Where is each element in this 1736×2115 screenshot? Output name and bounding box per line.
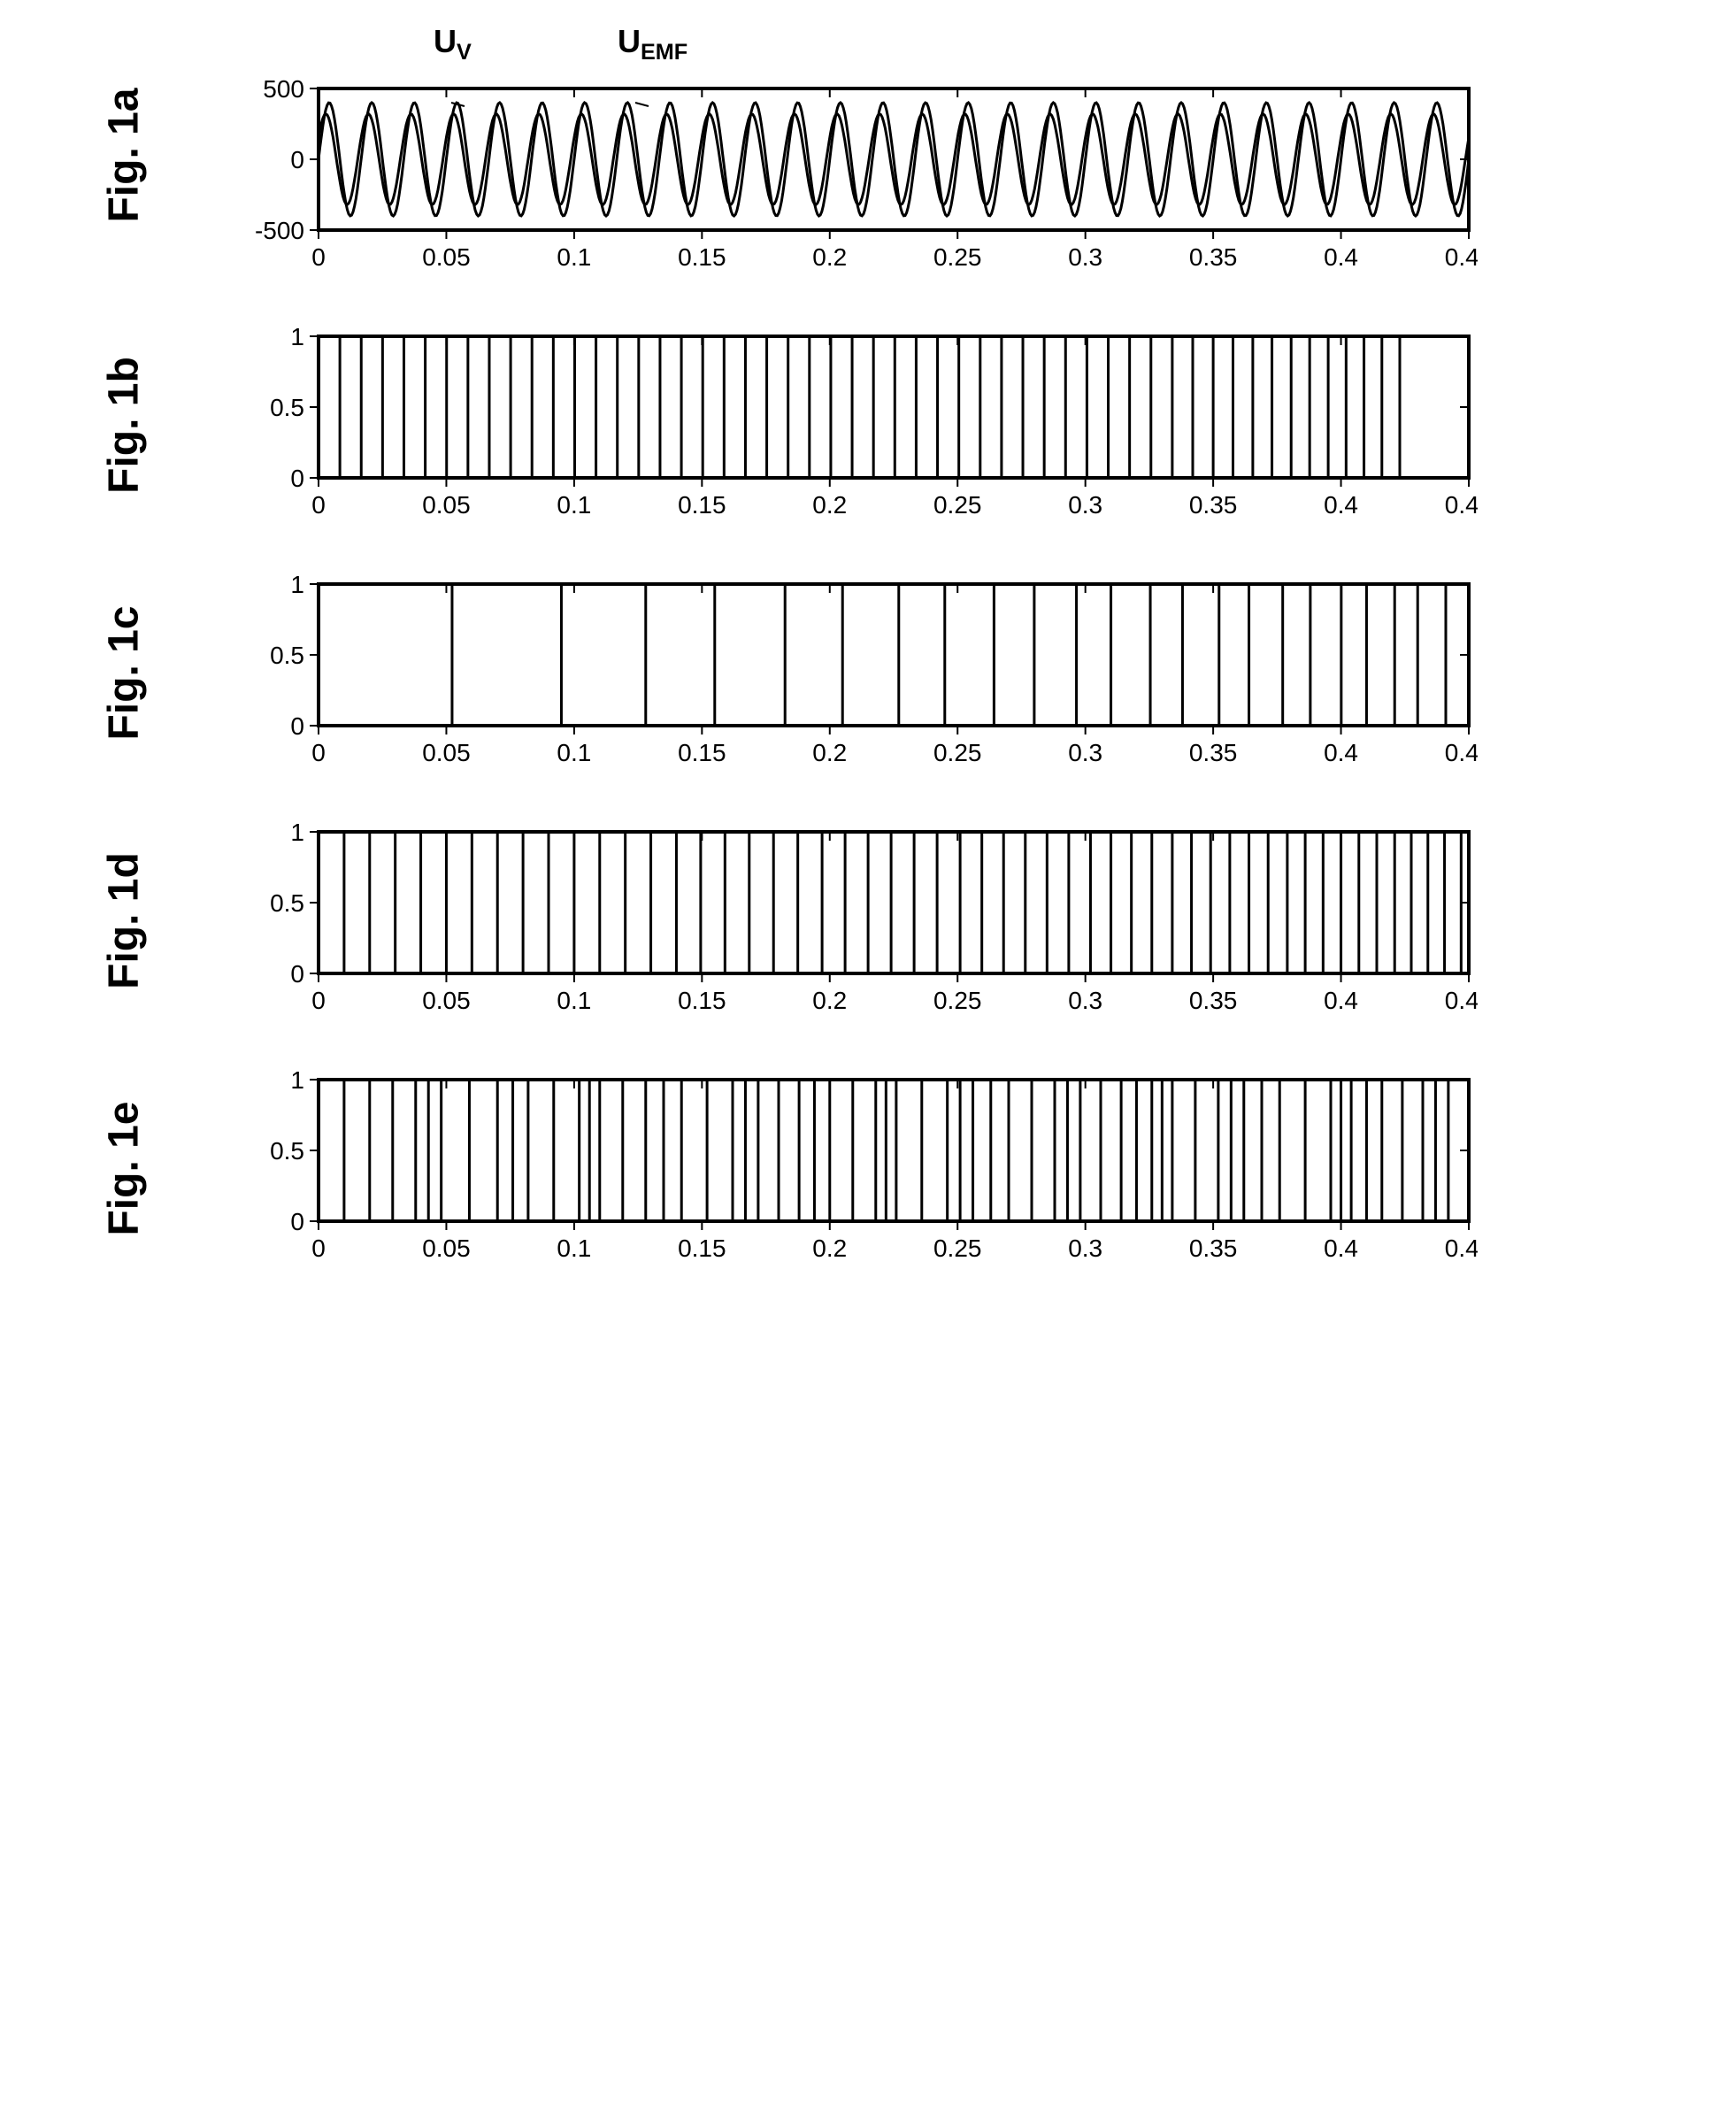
svg-text:0.3: 0.3 xyxy=(1068,491,1102,519)
svg-text:0.05: 0.05 xyxy=(422,491,471,519)
svg-text:0.35: 0.35 xyxy=(1189,1234,1238,1262)
svg-text:1: 1 xyxy=(290,575,304,598)
svg-text:0.15: 0.15 xyxy=(678,739,726,766)
svg-text:0.05: 0.05 xyxy=(422,243,471,271)
chart-svg: 0 0.05 0.1 0.15 0.2 0.25 0.3 0.35 0.4 0.45 0 0.5 1 xyxy=(239,1071,1478,1265)
chart-1c: 0 0.05 0.1 0.15 0.2 0.25 0.3 0.35 0.4 0.45 0 0.5 1 xyxy=(239,575,1628,770)
figure-label: Fig. 1e xyxy=(100,1080,149,1257)
chart-1e: 0 0.05 0.1 0.15 0.2 0.25 0.3 0.35 0.4 0.45 0 0.5 1 xyxy=(239,1071,1628,1265)
svg-text:0.1: 0.1 xyxy=(557,739,591,766)
svg-text:0.25: 0.25 xyxy=(933,987,982,1014)
svg-text:0: 0 xyxy=(311,739,326,766)
svg-text:0.35: 0.35 xyxy=(1189,243,1238,271)
svg-text:0.15: 0.15 xyxy=(678,987,726,1014)
svg-text:0.4: 0.4 xyxy=(1324,739,1358,766)
svg-text:-500: -500 xyxy=(255,217,304,244)
svg-text:0: 0 xyxy=(290,960,304,988)
figure-row-1b: Fig. 1b 0 0.05 0.1 0.15 0.2 0.25 0.3 0.35 0.4 0.45… xyxy=(35,327,1628,522)
svg-text:0.45: 0.45 xyxy=(1445,243,1478,271)
figure-row-1c: Fig. 1c 0 0.05 0.1 0.15 0.2 0.25 0.3 0.35 0.4 0.45… xyxy=(35,575,1628,770)
chart-1b: 0 0.05 0.1 0.15 0.2 0.25 0.3 0.35 0.4 0.45 0 0.5 1 xyxy=(239,327,1628,522)
svg-text:0.25: 0.25 xyxy=(933,243,982,271)
chart-svg: 0 0.05 0.1 0.15 0.2 0.25 0.3 0.35 0.4 0.45 0 0.5 1 xyxy=(239,575,1478,770)
svg-text:0.35: 0.35 xyxy=(1189,491,1238,519)
svg-text:0.2: 0.2 xyxy=(812,243,847,271)
chart-svg: 0 0.05 0.1 0.15 0.2 0.25 0.3 0.35 0.4 0.45 0 0.5 1 xyxy=(239,327,1478,522)
figure-row-1d: Fig. 1d 0 0.05 0.1 0.15 0.2 0.25 0.3 0.35 0.4 0.45… xyxy=(35,823,1628,1018)
svg-text:0.3: 0.3 xyxy=(1068,243,1102,271)
chart-1a: 0 0.05 0.1 0.15 0.2 0.25 0.3 0.35 0.4 0.45 -500 0 50… xyxy=(239,35,1628,274)
svg-text:0: 0 xyxy=(290,712,304,740)
svg-text:1: 1 xyxy=(290,1071,304,1094)
svg-text:0.05: 0.05 xyxy=(422,1234,471,1262)
svg-text:0: 0 xyxy=(311,987,326,1014)
svg-text:0.3: 0.3 xyxy=(1068,739,1102,766)
svg-text:0.25: 0.25 xyxy=(933,739,982,766)
svg-text:0: 0 xyxy=(290,146,304,173)
figure-row-1a: Fig. 1a 0 0.05 0.1 0.15 0.2 0.25 0.3 0.35 0.4 0.45… xyxy=(35,35,1628,274)
svg-text:0.2: 0.2 xyxy=(812,1234,847,1262)
chart-1d: 0 0.05 0.1 0.15 0.2 0.25 0.3 0.35 0.4 0.45 0 0.5 1 xyxy=(239,823,1628,1018)
svg-text:0.2: 0.2 xyxy=(812,987,847,1014)
svg-text:0.3: 0.3 xyxy=(1068,1234,1102,1262)
figure-label: Fig. 1c xyxy=(100,584,149,761)
svg-text:0.4: 0.4 xyxy=(1324,243,1358,271)
svg-text:0.15: 0.15 xyxy=(678,491,726,519)
svg-text:0.1: 0.1 xyxy=(557,1234,591,1262)
svg-text:0.5: 0.5 xyxy=(270,1137,304,1165)
svg-text:0: 0 xyxy=(290,465,304,492)
figure-label: Fig. 1b xyxy=(100,336,149,513)
svg-text:0: 0 xyxy=(311,1234,326,1262)
svg-text:0.25: 0.25 xyxy=(933,1234,982,1262)
svg-text:0.2: 0.2 xyxy=(812,491,847,519)
chart-svg: 0 0.05 0.1 0.15 0.2 0.25 0.3 0.35 0.4 0.45 -500 0 50… xyxy=(239,35,1478,274)
svg-text:0.4: 0.4 xyxy=(1324,987,1358,1014)
chart-svg: 0 0.05 0.1 0.15 0.2 0.25 0.3 0.35 0.4 0.45 0 0.5 1 xyxy=(239,823,1478,1018)
figure-row-1e: Fig. 1e 0 0.05 0.1 0.15 0.2 0.25 0.3 0.35 0.4 0.45… xyxy=(35,1071,1628,1265)
svg-text:0.4: 0.4 xyxy=(1324,491,1358,519)
svg-text:0: 0 xyxy=(290,1208,304,1235)
svg-text:0.45: 0.45 xyxy=(1445,739,1478,766)
curve-label: UV xyxy=(434,23,472,65)
svg-text:0.15: 0.15 xyxy=(678,1234,726,1262)
svg-text:0.5: 0.5 xyxy=(270,394,304,421)
svg-text:0.5: 0.5 xyxy=(270,889,304,917)
svg-text:0.45: 0.45 xyxy=(1445,1234,1478,1262)
svg-text:0.35: 0.35 xyxy=(1189,987,1238,1014)
svg-text:0.5: 0.5 xyxy=(270,642,304,669)
svg-text:0.35: 0.35 xyxy=(1189,739,1238,766)
svg-text:0: 0 xyxy=(311,243,326,271)
figure-label: Fig. 1d xyxy=(100,832,149,1009)
svg-text:0.1: 0.1 xyxy=(557,987,591,1014)
svg-text:0.2: 0.2 xyxy=(812,739,847,766)
svg-text:0.3: 0.3 xyxy=(1068,987,1102,1014)
svg-text:0.1: 0.1 xyxy=(557,491,591,519)
svg-text:0.45: 0.45 xyxy=(1445,987,1478,1014)
figure-label: Fig. 1a xyxy=(100,66,149,243)
svg-text:0.1: 0.1 xyxy=(557,243,591,271)
svg-text:0: 0 xyxy=(311,491,326,519)
svg-text:1: 1 xyxy=(290,823,304,846)
svg-text:500: 500 xyxy=(263,75,304,103)
svg-text:0.05: 0.05 xyxy=(422,987,471,1014)
svg-text:0.05: 0.05 xyxy=(422,739,471,766)
svg-text:0.4: 0.4 xyxy=(1324,1234,1358,1262)
svg-text:0.15: 0.15 xyxy=(678,243,726,271)
svg-text:0.45: 0.45 xyxy=(1445,491,1478,519)
svg-text:0.25: 0.25 xyxy=(933,491,982,519)
svg-text:1: 1 xyxy=(290,327,304,350)
curve-label: UEMF xyxy=(618,23,687,65)
